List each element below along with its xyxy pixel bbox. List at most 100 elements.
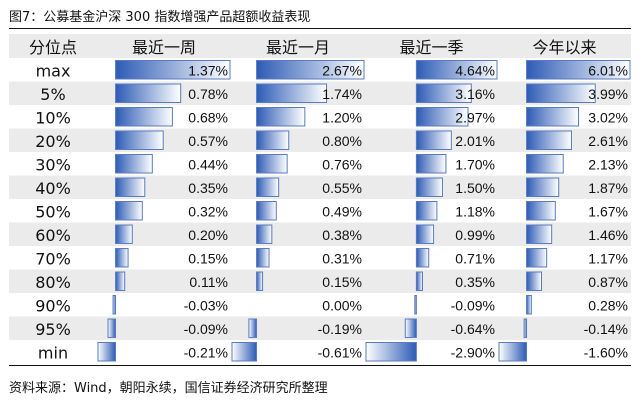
data-label: -2.90% (451, 345, 495, 361)
data-label: 0.80% (322, 133, 362, 149)
data-bar (115, 224, 133, 244)
row-label: 20% (35, 132, 71, 151)
data-bar (256, 224, 273, 244)
source-note: 资料来源：Wind，朝阳永续，国信证券经济研究所整理 (9, 381, 328, 396)
data-bar (526, 177, 560, 197)
data-label: 0.00% (322, 298, 362, 314)
data-label: 0.71% (455, 251, 495, 267)
data-label: 0.78% (188, 86, 228, 102)
data-label: 3.99% (588, 86, 628, 102)
data-label: 2.61% (588, 133, 628, 149)
data-label: 0.15% (188, 251, 228, 267)
data-label: 0.55% (322, 180, 362, 196)
data-label: 2.13% (588, 157, 628, 173)
column-header: 最近一季 (399, 38, 463, 57)
row-band (9, 269, 631, 293)
data-bar (526, 60, 631, 80)
row-label: min (38, 344, 68, 363)
data-bar (365, 342, 417, 362)
data-label: -1.60% (584, 345, 628, 361)
data-bar (415, 224, 435, 244)
data-label: 0.68% (188, 110, 228, 126)
data-label: -0.03% (184, 298, 228, 314)
data-bar (256, 177, 280, 197)
data-label: 1.46% (588, 227, 628, 243)
data-label: 0.28% (588, 298, 628, 314)
row-label: 50% (35, 203, 71, 222)
data-bar (256, 60, 365, 80)
bottom-rule (9, 365, 631, 366)
data-label: 2.97% (455, 110, 495, 126)
data-bar (115, 130, 164, 150)
data-bar (526, 271, 543, 291)
data-label: 1.67% (588, 204, 628, 220)
data-bar (415, 83, 472, 103)
data-bar (115, 60, 231, 80)
data-label: 0.38% (322, 227, 362, 243)
data-label: 0.32% (188, 204, 228, 220)
row-label: 5% (40, 85, 65, 104)
data-label: 0.76% (322, 157, 362, 173)
data-label: 1.74% (322, 86, 362, 102)
row-header-label: 分位点 (29, 38, 77, 57)
data-label: 1.18% (455, 204, 495, 220)
data-label: 1.50% (455, 180, 495, 196)
data-label: 0.15% (322, 274, 362, 290)
data-bar (526, 154, 564, 174)
data-label: 0.11% (189, 274, 228, 290)
data-bar (97, 342, 117, 362)
header-band (9, 34, 631, 58)
data-bar (415, 60, 498, 80)
data-label: 4.64% (455, 63, 495, 79)
data-label: -0.09% (451, 298, 495, 314)
column-header: 最近一周 (132, 38, 196, 57)
data-bar (256, 201, 277, 221)
data-label: 0.31% (322, 251, 362, 267)
row-label: 95% (35, 320, 71, 339)
data-bar (115, 177, 146, 197)
data-label: 6.01% (588, 63, 628, 79)
data-label: 1.20% (322, 110, 362, 126)
data-label: -0.14% (584, 321, 628, 337)
data-bar (414, 295, 417, 315)
data-label: 0.35% (455, 274, 495, 290)
row-label: max (36, 62, 71, 81)
data-bar (415, 248, 430, 268)
row-label: 10% (35, 109, 71, 128)
row-label: 80% (35, 273, 71, 292)
data-bar (404, 318, 417, 338)
data-label: -0.09% (184, 321, 228, 337)
data-bar (107, 318, 117, 338)
data-label: 3.16% (455, 86, 495, 102)
row-label: 70% (35, 250, 71, 269)
data-bar (415, 201, 438, 221)
data-label: -0.19% (318, 321, 362, 337)
data-bar (526, 248, 548, 268)
data-bar-table: 分位点 最近一周 最近一月 最近一季 今年以来 1.37% 0.78% 0.68% 0.57% 0… (9, 34, 631, 363)
row-label: 90% (35, 297, 71, 316)
data-bar (115, 248, 129, 268)
data-bar (415, 154, 447, 174)
data-bar (256, 83, 328, 103)
row-band (9, 222, 631, 246)
data-label: -0.61% (318, 345, 362, 361)
row-band (9, 128, 631, 152)
figure-caption: 图7：公募基金沪深 300 指数增强产品超额收益表现 (9, 10, 311, 25)
data-label: 0.57% (188, 133, 228, 149)
data-bar (115, 154, 153, 174)
row-label: 40% (35, 179, 71, 198)
data-label: -0.64% (451, 321, 495, 337)
data-label: 1.87% (588, 180, 628, 196)
data-bar (526, 130, 572, 150)
data-label: 1.17% (588, 251, 628, 267)
data-label: 0.20% (188, 227, 228, 243)
data-label: 0.99% (455, 227, 495, 243)
row-band (9, 316, 631, 340)
row-label: 60% (35, 226, 71, 245)
data-label: 3.02% (588, 110, 628, 126)
data-bar (526, 107, 580, 127)
data-bar (526, 224, 553, 244)
data-bar (498, 342, 528, 362)
data-label: 2.67% (322, 63, 362, 79)
data-label: 0.35% (188, 180, 228, 196)
